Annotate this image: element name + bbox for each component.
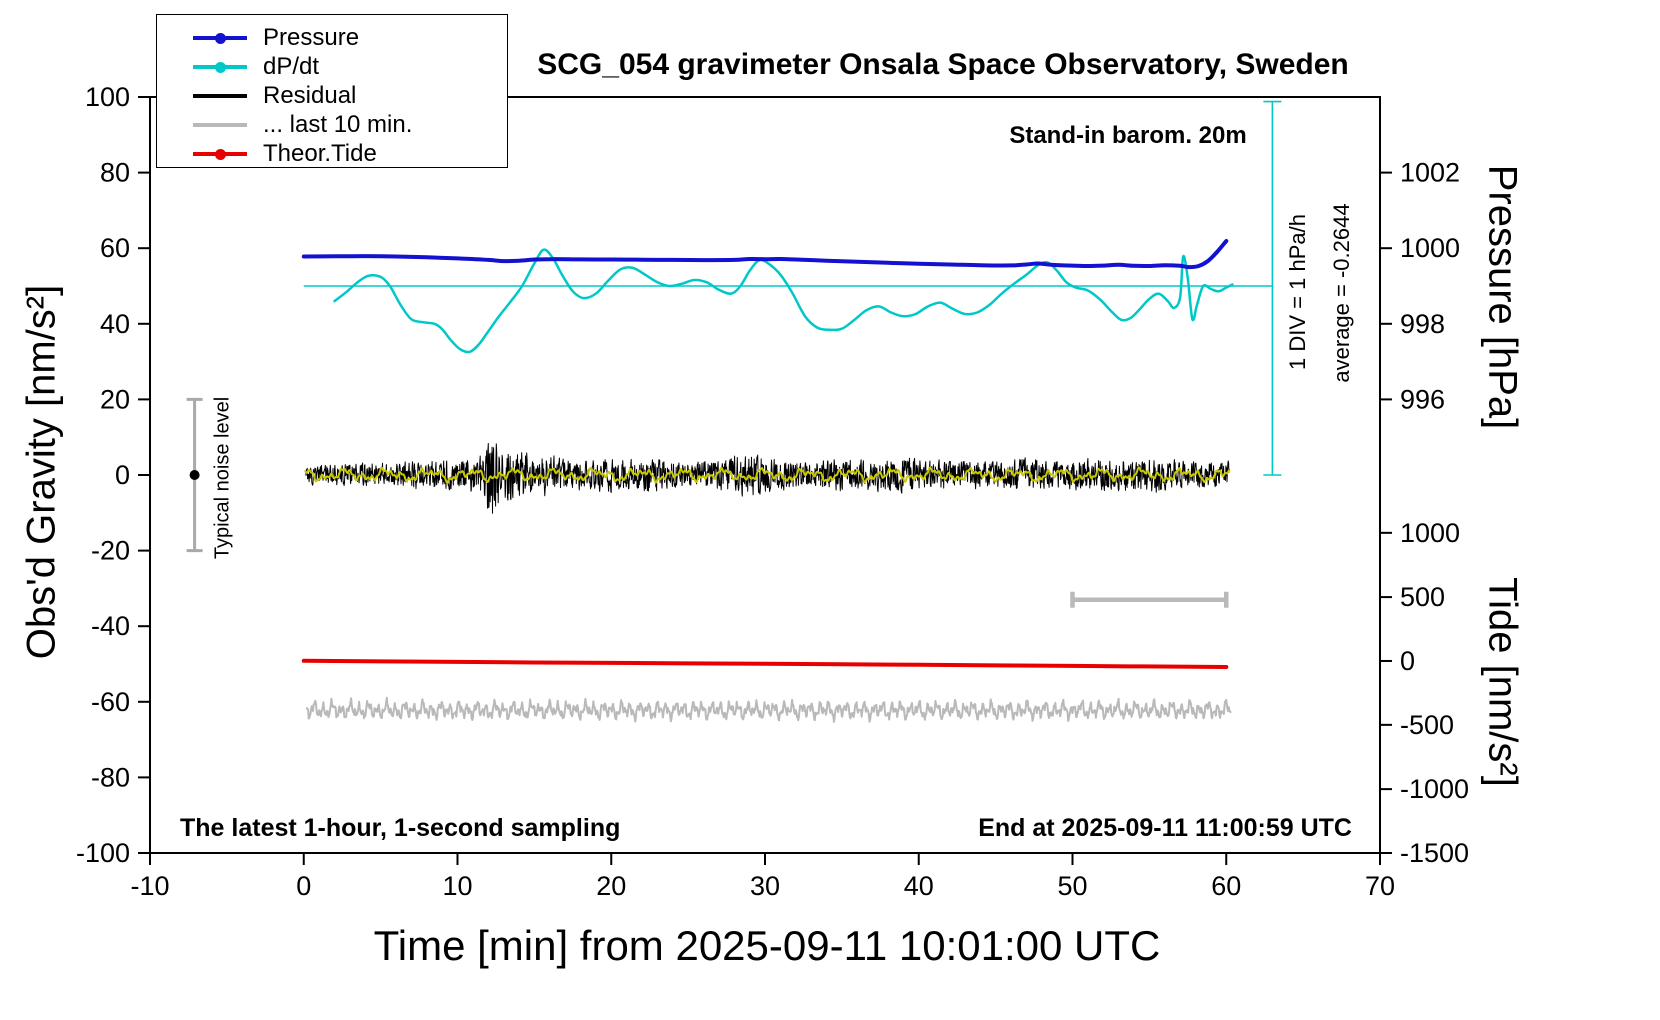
sampling-note: The latest 1-hour, 1-second sampling	[180, 814, 621, 842]
div-scale-bar	[1263, 100, 1282, 476]
noise-level-dot	[189, 470, 200, 480]
noise-level-bar	[186, 397, 203, 553]
x-tick-label: 40	[904, 871, 934, 901]
tide-line	[301, 658, 1229, 669]
tide-tick-label: -500	[1400, 710, 1454, 740]
pressure-tick-label: 998	[1400, 309, 1445, 339]
gravity-tick-label: -60	[91, 687, 130, 717]
pressure-tick-label: 1000	[1400, 233, 1460, 263]
plot-title: SCG_054 gravimeter Onsala Space Observat…	[537, 48, 1349, 81]
tide-tick-label: 0	[1400, 646, 1415, 676]
pressure-tick-label: 996	[1400, 384, 1445, 414]
gravity-tick-label: 100	[85, 82, 130, 112]
x-tick-label: 50	[1057, 871, 1087, 901]
gravity-tick-label: -80	[91, 762, 130, 792]
legend-label: ... last 10 min.	[263, 110, 413, 138]
pressure-axis-label: Pressure [hPa]	[1480, 164, 1525, 430]
legend-marker-dot	[215, 148, 226, 160]
legend-label: Theor.Tide	[263, 139, 377, 167]
gravity-tick-label: 60	[100, 233, 130, 263]
x-tick-label: 30	[750, 871, 780, 901]
x-tick-label: 70	[1365, 871, 1395, 901]
x-tick-label: 60	[1211, 871, 1241, 901]
gravity-axis: 100 80 60 40 20 0 -20 -40 -60 -80 -100	[76, 82, 150, 868]
tide-tick-label: -1500	[1400, 838, 1469, 868]
legend-label: dP/dt	[263, 52, 320, 80]
gravity-tick-label: -100	[76, 838, 130, 868]
legend-item-3: ... last 10 min.	[157, 110, 507, 139]
noise-level-note: Typical noise level	[211, 396, 234, 560]
gravity-tick-label: 0	[115, 460, 130, 490]
gravity-axis-label: Obs'd Gravity [nm/s²]	[19, 284, 64, 660]
pressure-line	[301, 239, 1229, 270]
gravity-tick-label: 40	[100, 309, 130, 339]
tide-tick-label: 1000	[1400, 518, 1460, 548]
legend-marker-dot	[215, 32, 226, 44]
average-note: average = -0.2644	[1329, 203, 1354, 383]
legend-swatch	[193, 61, 247, 73]
gravity-tick-label: -40	[91, 611, 130, 641]
tide-tick-label: 500	[1400, 582, 1445, 612]
legend-line	[193, 123, 247, 127]
gravity-tick-label: 80	[100, 158, 130, 188]
dpdt-line	[333, 248, 1234, 354]
div-scale-note: 1 DIV = 1 hPa/h	[1285, 214, 1310, 370]
x-tick-label: 20	[596, 871, 626, 901]
legend: Pressure dP/dt Residual... last 10 min. The…	[156, 14, 508, 168]
legend-swatch	[193, 148, 247, 160]
legend-label: Residual	[263, 81, 357, 109]
gravity-tick-label: -20	[91, 536, 130, 566]
legend-swatch	[193, 119, 247, 131]
barometer-note: Stand-in barom. 20m	[1009, 122, 1247, 149]
tide-axis: 1000 500 0 -500 -1000 -1500	[1380, 518, 1469, 868]
x-axis: -10 0 10 20 30 40 50 60 70	[130, 853, 1395, 901]
tide-axis-label: Tide [nm/s²]	[1480, 577, 1525, 787]
pressure-tick-label: 1002	[1400, 158, 1460, 188]
pressure-axis: 1002 1000 998 996	[1380, 158, 1460, 414]
x-tick-label: -10	[130, 871, 169, 901]
legend-swatch	[193, 32, 247, 44]
legend-line	[193, 94, 247, 98]
last10-scale-bar	[1070, 591, 1229, 608]
legend-item-4: Theor.Tide	[157, 139, 507, 168]
legend-item-0: Pressure	[157, 23, 507, 52]
tide-tick-label: -1000	[1400, 774, 1469, 804]
x-axis-label: Time [min] from 2025-09-11 10:01:00 UTC	[373, 922, 1161, 969]
legend-swatch	[193, 90, 247, 102]
legend-label: Pressure	[263, 23, 360, 51]
x-tick-label: 0	[296, 871, 311, 901]
legend-item-1: dP/dt	[157, 52, 507, 81]
legend-item-2: Residual	[157, 81, 507, 110]
legend-marker-dot	[215, 61, 226, 73]
gravity-tick-label: 20	[100, 384, 130, 414]
last10-line	[305, 696, 1232, 723]
end-time-note: End at 2025-09-11 11:00:59 UTC	[978, 814, 1352, 842]
x-tick-label: 10	[442, 871, 472, 901]
residual-smoothed-line	[304, 466, 1231, 484]
